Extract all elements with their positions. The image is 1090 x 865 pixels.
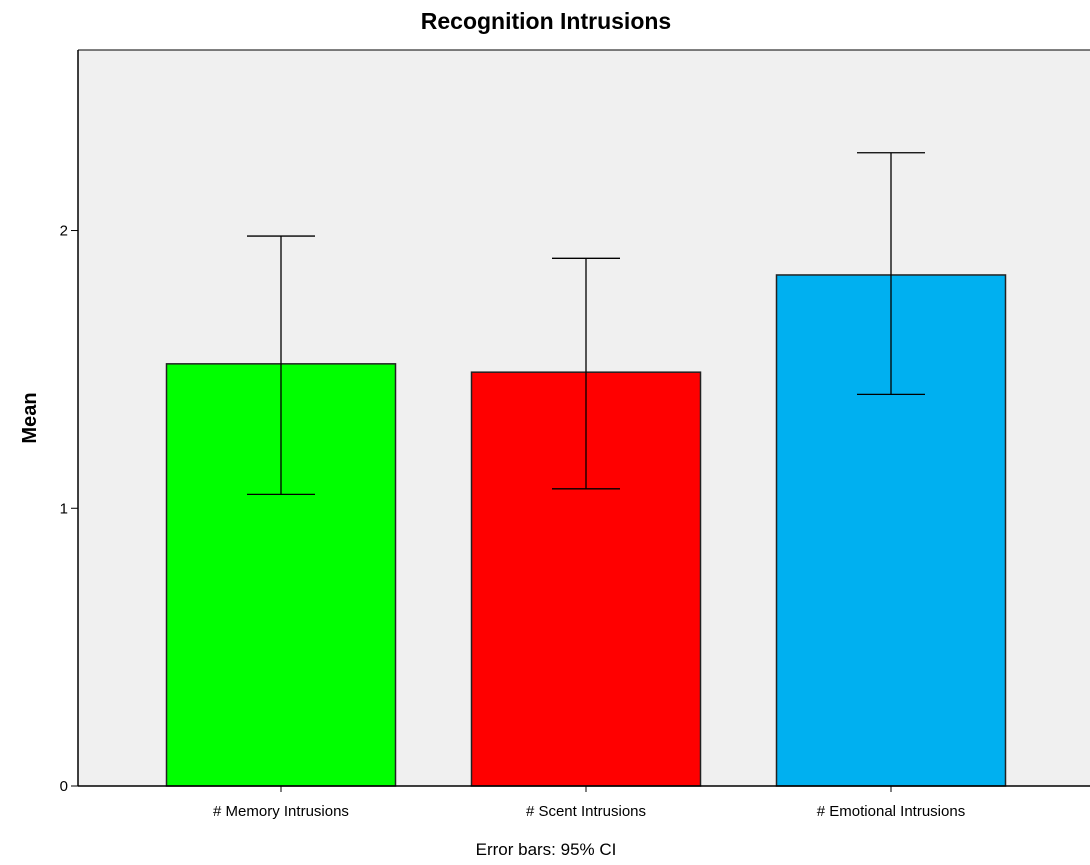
x-tick-label: # Emotional Intrusions [817,803,965,820]
x-tick-label: # Memory Intrusions [213,803,349,820]
bars-layer [165,274,1007,787]
x-tick-label: # Scent Intrusions [526,803,646,820]
ticks-layer: # Memory Intrusions # Scent Intrusions # E… [60,223,966,820]
error-bars-layer [247,152,925,496]
y-axis-label: Mean [19,392,41,443]
error-bars-note: Error bars: 95% CI [476,840,617,859]
y-tick-label: 0 [60,778,68,795]
y-tick-label: 2 [60,223,68,240]
chart-title: Recognition Intrusions [421,8,671,34]
axes-layer [77,49,1090,787]
y-tick-label: 1 [60,500,68,517]
